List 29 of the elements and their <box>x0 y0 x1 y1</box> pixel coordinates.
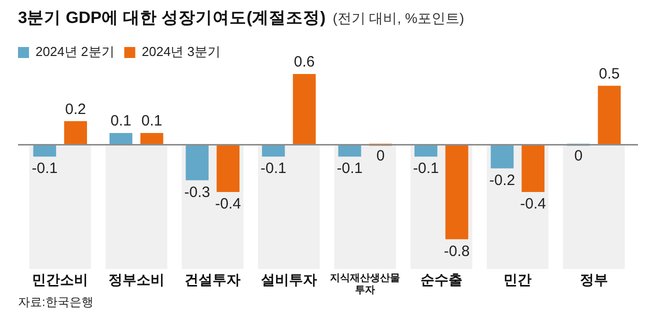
x-tick-label: 정부 <box>580 271 608 288</box>
data-label: -0.1 <box>32 160 58 178</box>
data-label: 0.1 <box>141 112 162 130</box>
x-tick-label: 지식재산생산물 투자 <box>330 272 400 296</box>
data-label: -0.1 <box>413 160 439 178</box>
x-tick-label: 민간소비 <box>32 271 88 288</box>
x-tick-label: 민간 <box>504 271 532 288</box>
data-label: -0.1 <box>260 160 286 178</box>
x-tick-label: 건설투자 <box>184 271 241 288</box>
data-label: -0.8 <box>444 242 470 260</box>
x-tick-label: 설비투자 <box>260 271 317 288</box>
data-label: -0.3 <box>184 184 210 201</box>
data-label: -0.4 <box>215 196 241 213</box>
data-label: -0.2 <box>489 172 516 190</box>
legend-label: 2024년 2분기 <box>36 44 114 60</box>
data-label: -0.1 <box>336 160 363 178</box>
data-label: 0.6 <box>294 54 315 71</box>
data-label: 0 <box>574 147 583 164</box>
x-tick-label: 순수출 <box>420 271 462 288</box>
data-label: 0 <box>376 147 385 164</box>
data-label: 0.1 <box>110 112 132 130</box>
text: 자료:한국은행 <box>18 294 94 311</box>
chart-subtitle: (전기 대비, %포인트) <box>332 10 464 26</box>
data-label: -0.4 <box>520 196 546 213</box>
data-label: 0.5 <box>598 65 620 82</box>
chart-title: 3분기 GDP에 대한 성장기여도(계절조정) <box>18 9 326 27</box>
x-tick-label: 정부소비 <box>108 271 164 288</box>
legend-label: 2024년 3분기 <box>142 44 221 60</box>
data-label: 0.2 <box>65 100 86 118</box>
